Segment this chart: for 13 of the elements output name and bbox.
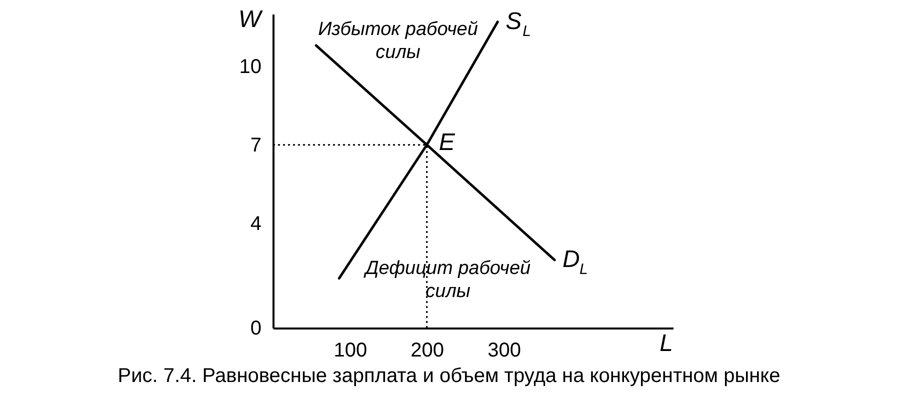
y-tick-label: 4 — [250, 212, 262, 235]
annotation: E — [438, 128, 456, 156]
annotation: Дефицит рабочей силы — [363, 258, 532, 302]
x-tick-label: 200 — [410, 340, 444, 362]
x-tick-label: 100 — [334, 340, 368, 362]
y-axis-title: W — [238, 6, 264, 33]
text: Рис. 7.4. Равновесные зарплата и объем труда на конкурентном рынке — [118, 365, 780, 387]
x-tick-label: 300 — [488, 340, 521, 362]
y-tick-label: 10 — [239, 56, 262, 78]
y-tick-label: 0 — [250, 318, 262, 340]
x-axis-title: L — [660, 330, 673, 357]
annotation: Избыток рабочей силы — [318, 19, 478, 63]
y-tick-label: 7 — [250, 134, 262, 156]
